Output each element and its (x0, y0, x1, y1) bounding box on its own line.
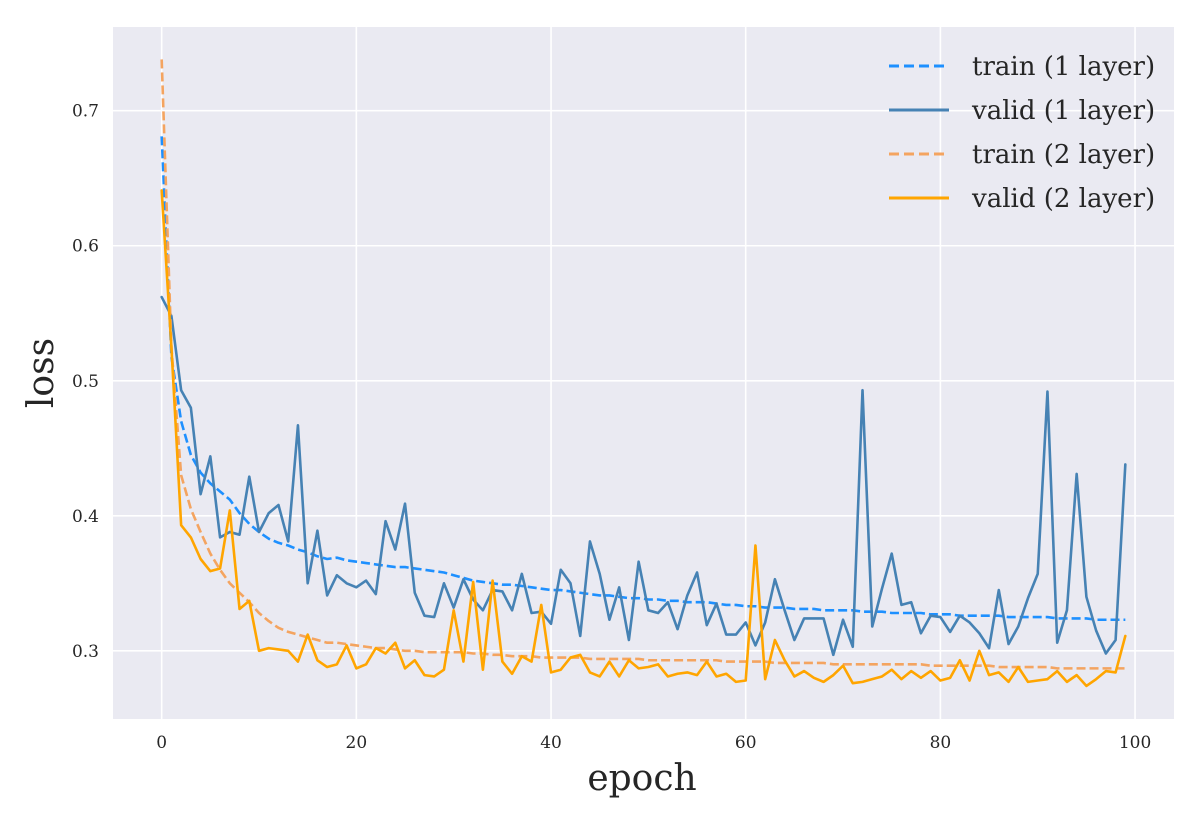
legend: train (1 layer) valid (1 layer) train (2 l… (889, 52, 1155, 214)
legend-label-2: valid (1 layer) (971, 96, 1155, 126)
y-axis-title: loss (21, 338, 62, 408)
series-line-3 (160, 59, 1126, 670)
legend-label-4: valid (2 layer) (971, 184, 1155, 214)
plot-background (113, 27, 1174, 719)
series-line-2 (160, 295, 1127, 657)
series-line-4 (160, 189, 1127, 688)
y-tick-label: 0.7 (72, 102, 99, 122)
y-tick-label: 0.4 (72, 507, 99, 527)
y-tick-label: 0.3 (72, 642, 99, 662)
x-tick-label: 20 (346, 733, 368, 753)
legend-label-3: train (2 layer) (972, 140, 1155, 170)
x-axis-title: epoch (587, 758, 696, 799)
tick-labels: 0 20 40 60 80 100 0.3 0.4 0.5 0.6 0.7 (72, 102, 1151, 753)
x-tick-label: 100 (1119, 733, 1151, 753)
y-tick-label: 0.6 (72, 237, 99, 257)
x-tick-label: 60 (735, 733, 757, 753)
x-tick-label: 40 (540, 733, 562, 753)
legend-label-1: train (1 layer) (972, 52, 1155, 82)
x-tick-label: 0 (156, 733, 167, 753)
y-tick-label: 0.5 (72, 372, 99, 392)
x-tick-label: 80 (930, 733, 952, 753)
series-layer (160, 59, 1127, 688)
